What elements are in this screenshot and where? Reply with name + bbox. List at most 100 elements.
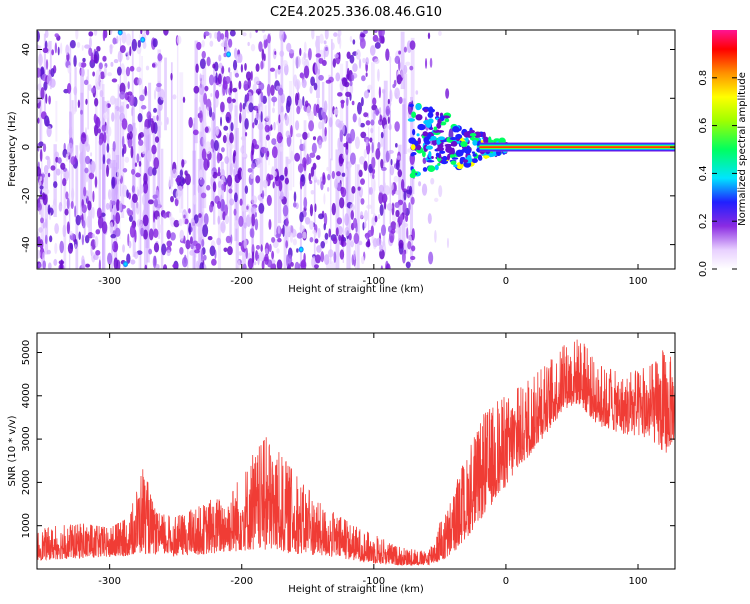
spectrogram-blob bbox=[249, 32, 252, 39]
spectrogram-blob bbox=[349, 80, 353, 87]
spectrogram-blob bbox=[229, 198, 235, 206]
spectrogram-blob bbox=[363, 148, 367, 159]
spectrogram-blob bbox=[381, 240, 386, 247]
spectrogram-streak bbox=[114, 98, 118, 232]
spectrogram-streak bbox=[138, 141, 142, 269]
spectrogram-blob bbox=[199, 73, 202, 83]
spectrogram-blob bbox=[350, 240, 355, 248]
spectrogram-blob bbox=[263, 38, 267, 49]
spectrogram-blob bbox=[91, 206, 95, 219]
spectrogram-blob bbox=[286, 190, 290, 199]
spectrogram-blob bbox=[229, 162, 234, 176]
spectrogram-blob bbox=[380, 224, 387, 236]
spectrogram-signal-blob bbox=[460, 141, 468, 148]
spectrogram-signal-blob bbox=[408, 137, 416, 144]
spectrogram-blob bbox=[80, 132, 87, 145]
spectrogram-blob bbox=[398, 239, 404, 249]
spectrogram-blob bbox=[114, 108, 118, 121]
spectrogram-blob bbox=[47, 172, 51, 178]
spectrogram-blob bbox=[128, 131, 133, 140]
spectrogram-blob bbox=[58, 201, 63, 212]
spectrogram-blob bbox=[133, 127, 138, 137]
spectrogram-blob bbox=[408, 202, 411, 212]
spectrogram-blob bbox=[121, 31, 127, 44]
spectrogram-blob bbox=[299, 225, 305, 232]
spectrogram-blob bbox=[71, 107, 77, 115]
spectrogram-blob bbox=[327, 186, 330, 192]
spectrogram-blob bbox=[222, 80, 228, 90]
spectrogram-signal-blob bbox=[463, 131, 469, 138]
spectrogram-blob bbox=[200, 192, 207, 199]
spectrogram-blob bbox=[219, 199, 226, 212]
spectrogram-streak bbox=[251, 93, 254, 230]
snr-ylabel: SNR (10 * v/v) bbox=[7, 415, 18, 486]
spectrogram-blob bbox=[390, 228, 396, 234]
spectrogram-blob bbox=[217, 166, 221, 175]
spectrogram-blob bbox=[152, 255, 157, 269]
spectrogram-blob bbox=[341, 77, 348, 87]
snr-xtick-label: 100 bbox=[628, 576, 647, 587]
spectrogram-blob bbox=[310, 166, 315, 178]
spectrogram-blob bbox=[375, 107, 380, 116]
spectrogram-blob bbox=[88, 37, 92, 48]
spectrogram-blob bbox=[202, 134, 207, 148]
spectrogram-blob bbox=[289, 232, 294, 243]
spectrogram-blob bbox=[285, 130, 290, 138]
spectrogram-blob bbox=[250, 173, 254, 179]
spectrogram-blob bbox=[111, 176, 116, 189]
spectrogram-blob bbox=[299, 47, 302, 57]
spectrogram-streak bbox=[220, 161, 224, 220]
spectrogram-blob bbox=[153, 242, 160, 253]
spectrogram-blob bbox=[173, 219, 180, 228]
spectrogram-blob bbox=[401, 250, 406, 264]
spectrogram-blob bbox=[172, 94, 177, 100]
spectrogram-streak bbox=[187, 169, 189, 269]
spectrogram-blob bbox=[82, 220, 86, 229]
spectrogram-blob bbox=[37, 202, 42, 212]
spectrogram-blob bbox=[222, 211, 226, 221]
spectrogram-blob bbox=[44, 30, 49, 39]
spectrogram-blob bbox=[395, 209, 400, 218]
spectrogram-blob bbox=[371, 141, 374, 154]
spectrogram-blob bbox=[313, 103, 318, 117]
spectrogram-blob bbox=[200, 249, 203, 262]
spectrogram-blob bbox=[385, 150, 390, 163]
spectrogram-streak bbox=[157, 109, 161, 209]
spectrogram-blob bbox=[96, 80, 102, 90]
spectrogram-blob bbox=[37, 67, 41, 78]
spectrogram-blob bbox=[70, 200, 74, 210]
spectrogram-blob bbox=[94, 176, 98, 188]
spectrogram-blob bbox=[198, 83, 205, 95]
spectrogram-blob bbox=[387, 149, 394, 154]
spectrogram-streak bbox=[49, 40, 52, 90]
spectrogram-blob bbox=[111, 78, 118, 83]
spectrogram-blob bbox=[243, 80, 248, 91]
spectrogram-blob bbox=[39, 149, 43, 162]
spectrogram-blob bbox=[94, 97, 99, 107]
spectrogram-blob bbox=[166, 116, 169, 125]
spectrogram-blob bbox=[65, 44, 70, 56]
spectrogram-blob bbox=[233, 150, 237, 158]
spectrogram-blob bbox=[245, 214, 252, 227]
spectrogram-blob bbox=[84, 141, 88, 147]
spectrogram-blob bbox=[92, 190, 95, 203]
spectrogram-streak bbox=[330, 39, 333, 161]
spectrogram-blob bbox=[201, 211, 204, 224]
spectrogram-blob bbox=[285, 217, 289, 228]
spectrogram-streak bbox=[106, 100, 110, 145]
spectrogram-blob bbox=[378, 86, 381, 99]
spectrogram-blob bbox=[131, 185, 135, 193]
spectrogram-ytick-label: -40 bbox=[21, 236, 32, 252]
spectrogram-blob bbox=[81, 204, 87, 214]
spectrogram-blob bbox=[301, 56, 305, 65]
spectrogram-blob bbox=[239, 198, 243, 206]
spectrogram-blob bbox=[402, 188, 407, 193]
spectrogram-blob bbox=[285, 158, 292, 165]
spectrogram-blob bbox=[238, 251, 243, 256]
spectrogram-blob bbox=[365, 120, 371, 126]
spectrogram-streak bbox=[330, 158, 332, 264]
spectrogram-blob bbox=[229, 143, 234, 150]
spectrogram-hotspot-core bbox=[227, 52, 230, 56]
spectrogram-blob bbox=[109, 221, 114, 234]
spectrogram-blob bbox=[198, 93, 202, 103]
